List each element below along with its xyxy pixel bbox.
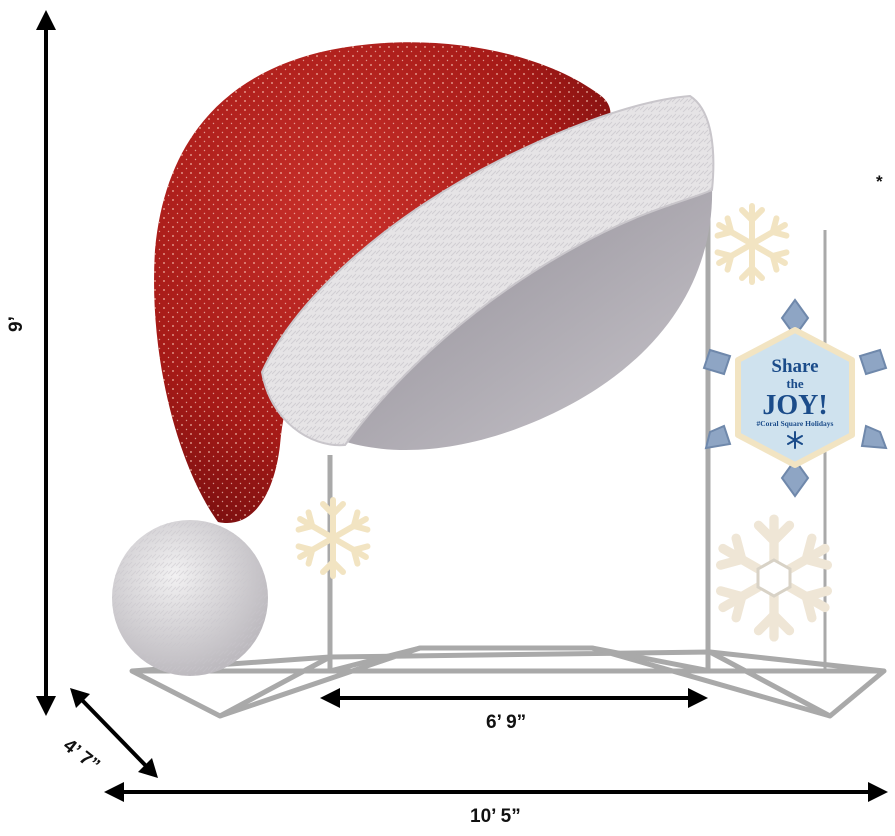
hat-inner-shadow — [340, 185, 713, 450]
santa-hat — [112, 42, 715, 676]
sign-line-the: the — [786, 376, 804, 391]
overall-width-dimension-arrow — [104, 782, 888, 802]
footnote-marker: * — [876, 172, 883, 191]
sign-small-snowflake-icon — [787, 431, 803, 449]
snowflake-center-hexagon — [756, 558, 792, 598]
sign-line-hashtag: #Coral Square Holidays — [757, 419, 834, 428]
height-label: 9’ — [6, 316, 27, 332]
sign-line-joy: JOY! — [762, 390, 827, 421]
inner-width-label: 6’ 9” — [486, 712, 527, 733]
depth-dimension-arrow — [70, 688, 158, 778]
metal-frame — [129, 195, 887, 719]
inner-width-dimension-arrow — [320, 688, 708, 708]
sign-diamond-spikes — [702, 298, 888, 498]
overall-width-label: 10’ 5” — [470, 806, 521, 827]
small-snowflake-top-right — [714, 206, 790, 282]
height-dimension-arrow — [36, 10, 56, 716]
small-snowflake-left — [295, 497, 371, 576]
sign-hexagon-panel — [735, 327, 855, 468]
share-the-joy-sign: Share the JOY! #Coral Square Holidays — [702, 298, 888, 498]
sign-line-share: Share — [771, 356, 818, 377]
